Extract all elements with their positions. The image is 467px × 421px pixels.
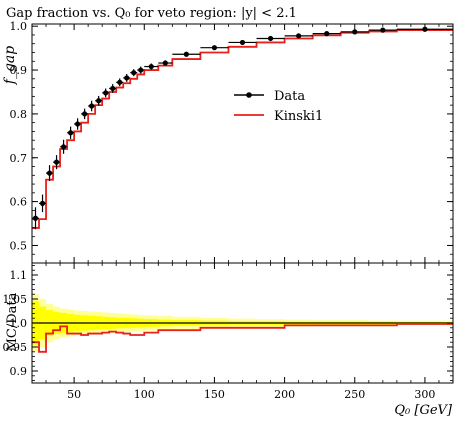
data-marker (138, 67, 144, 73)
data-marker (148, 63, 154, 70)
data-point (228, 39, 257, 46)
data-point (130, 69, 138, 77)
ratio-ytick-label: 0.95 (3, 341, 28, 354)
main-ytick-label: 0.5 (10, 239, 28, 252)
data-marker (380, 27, 386, 33)
main-ylabel: f_gap (2, 46, 18, 85)
data-point (116, 78, 124, 87)
data-marker (324, 31, 330, 37)
ratio-ytick-label: 1.1 (10, 269, 28, 282)
data-point (158, 60, 173, 66)
data-marker (67, 130, 74, 136)
main-panel: 0.5 0.6 0.7 0.8 0.9 1.0 (10, 20, 454, 264)
main-ytick-label: 0.9 (10, 64, 28, 77)
data-marker (131, 70, 137, 76)
data-point (102, 88, 110, 98)
mc-step-line (32, 29, 453, 229)
data-marker (53, 159, 60, 165)
ratio-panel: 0.9 0.95 1.0 1.05 1.1 50 100 150 200 250 300 (3, 262, 454, 401)
data-marker (352, 29, 358, 35)
data-point (32, 207, 40, 230)
ratio-ylabel: MC/Data (5, 292, 20, 351)
data-point (137, 66, 145, 74)
data-marker (183, 51, 189, 57)
data-point (109, 84, 117, 93)
data-point (144, 63, 159, 70)
data-point (39, 194, 47, 213)
data-point (312, 31, 341, 37)
legend: Data Kinski1 (234, 89, 323, 124)
data-point (53, 155, 61, 170)
data-point (172, 51, 201, 57)
data-marker (32, 215, 39, 221)
main-ytick-label: 0.8 (10, 108, 28, 121)
ratio-ytick-label: 0.9 (10, 365, 28, 378)
main-frame (31, 23, 454, 264)
data-point (284, 33, 313, 39)
data-marker (124, 75, 130, 81)
ratio-xtick-label: 200 (274, 388, 295, 401)
data-marker (60, 144, 67, 150)
legend-data-marker (246, 92, 252, 98)
data-marker (103, 90, 109, 96)
ratio-frame (31, 262, 454, 384)
data-point (67, 126, 75, 139)
main-ytick-label: 0.7 (10, 152, 28, 165)
legend-mc-label: Kinski1 (274, 109, 323, 124)
data-point (123, 73, 131, 82)
data-marker (39, 200, 46, 206)
data-marker (117, 79, 123, 85)
data-marker (211, 45, 218, 51)
ratio-xtick-label: 250 (344, 388, 365, 401)
data-marker (75, 121, 81, 127)
data-point (368, 27, 397, 33)
ratio-ytick-label: 1.0 (10, 317, 28, 330)
data-point (340, 29, 369, 35)
data-marker (239, 39, 246, 46)
data-point (256, 35, 285, 42)
data-marker (110, 85, 116, 92)
data-marker (89, 103, 95, 109)
ratio-ytick-label: 1.05 (3, 293, 28, 306)
ratio-xtick-label: 50 (67, 388, 81, 401)
data-marker (162, 60, 168, 66)
data-point (88, 100, 96, 112)
data-point (60, 139, 68, 154)
data-marker (296, 33, 302, 39)
data-point (46, 165, 54, 181)
data-marker (46, 170, 53, 176)
data-marker (82, 111, 88, 117)
main-title: Gap fraction vs. Q₀ for veto region: |y|… (6, 6, 297, 21)
main-ytick-label: 0.6 (10, 196, 28, 209)
data-point (74, 118, 82, 130)
ratio-mc-step-line (32, 323, 453, 353)
main-ytick-label: 1.0 (10, 20, 28, 33)
data-marker (267, 35, 274, 42)
ratio-xtick-label: 300 (414, 388, 435, 401)
data-marker (96, 98, 102, 104)
data-point (95, 95, 103, 106)
legend-data-label: Data (274, 89, 305, 104)
ratio-xlabel: Q₀ [GeV] (394, 403, 453, 418)
ratio-xtick-label: 150 (204, 388, 225, 401)
data-point (200, 45, 229, 51)
ratio-xtick-label: 100 (134, 388, 155, 401)
data-point (81, 108, 89, 120)
